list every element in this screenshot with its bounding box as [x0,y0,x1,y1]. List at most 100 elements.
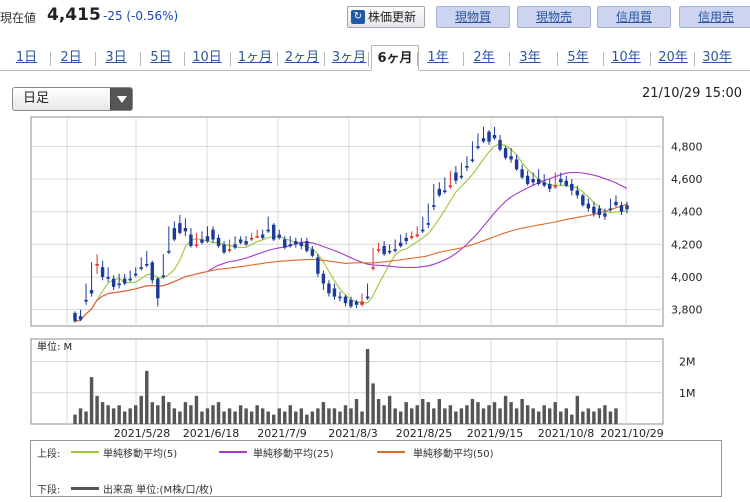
volume-bar [150,402,154,424]
candle-body [260,234,265,238]
date-tick-label: 2021/10/8 [538,427,594,440]
volume-bar [415,405,419,424]
volume-bar [570,414,574,424]
volume-bar [277,408,281,424]
chart-datetime: 21/10/29 15:00 [642,86,742,101]
tab-separator [650,52,651,66]
date-tick-label: 2021/8/3 [328,427,377,440]
price-tick-label: 4,400 [671,206,703,219]
volume-bar [84,411,88,424]
chevron-down-icon [110,88,132,110]
candle-body [619,205,624,212]
candle-body [310,249,315,256]
tab-3[interactable]: 5日 [150,50,172,65]
volume-bar [426,402,430,424]
tab-4[interactable]: 10日 [192,50,222,65]
volume-bar [365,349,370,424]
candle-body [161,275,166,278]
candle-body [222,244,226,253]
candle-body [305,241,309,251]
candle-body [249,237,254,240]
tab-separator [140,52,141,66]
candle-body [238,239,243,243]
cash-sell-button[interactable]: 現物売 [517,6,591,28]
legend-ma50-line [377,451,405,453]
volume-bar [227,408,232,424]
volume-bar [481,408,486,424]
volume-bar [498,408,502,424]
price-tick-label: 4,200 [671,238,703,251]
candle-body [404,237,408,242]
price-tick-label: 4,600 [671,173,703,186]
candle-body [410,236,414,238]
candle-body [106,277,110,279]
tab-10[interactable]: 2年 [473,50,495,65]
candle-body [349,299,353,307]
tab-13[interactable]: 10年 [611,50,641,65]
header: 現在値 4,415 -25 (-0.56%) ↻ 株価更新 現物買 現物売 信用… [0,0,750,34]
candle-body [167,250,171,253]
tab-2[interactable]: 3日 [105,50,127,65]
legend-ma50-label: 単純移動平均(50) [413,449,494,460]
tab-separator [557,52,558,66]
volume-tick-label: 1M [679,387,696,400]
tab-1[interactable]: 2日 [60,50,82,65]
tab-14[interactable]: 20年 [658,50,688,65]
volume-bar [354,399,359,424]
candle-body [592,206,596,214]
volume-bar [100,402,105,424]
volume-bar [89,377,94,424]
tab-separator [230,52,231,66]
candle-body [498,139,502,150]
tab-8[interactable]: 6ヶ月 [371,45,419,71]
candle-body [200,239,204,243]
tab-11[interactable]: 3年 [519,50,541,65]
volume-bar [586,408,591,424]
volume-bar [178,411,182,424]
tab-separator [694,52,695,66]
candle-body [78,316,83,320]
tab-5[interactable]: 1ヶ月 [237,50,273,65]
interval-select[interactable]: 日足 [12,87,133,111]
candle-body [205,236,210,242]
volume-bar [255,405,259,424]
candle-body [443,190,447,193]
tab-9[interactable]: 1年 [427,50,449,65]
legend-volume-label: 出来高 単位:(M株/口/枚) [103,485,213,496]
volume-bar [603,405,607,424]
price-tick-label: 4,800 [671,140,703,153]
candle-body [426,223,430,225]
volume-bar [73,414,77,424]
candle-body [343,296,348,304]
volume-bar [542,405,546,424]
volume-bar [553,402,557,424]
price-change: -25 (-0.56%) [103,9,179,23]
volume-unit-label: 単位: M [37,340,72,353]
price-label: 現在値 [0,11,37,25]
volume-tick-label: 2M [679,356,696,369]
tab-separator [324,52,325,66]
tab-12[interactable]: 5年 [567,50,589,65]
tab-0[interactable]: 1日 [15,50,38,65]
candle-body [625,205,629,210]
tab-6[interactable]: 2ヶ月 [284,50,320,65]
volume-bar [128,408,132,424]
date-tick-label: 2021/8/25 [396,427,452,440]
legend-ma5-label: 単純移動平均(5) [103,449,178,460]
candle-body [111,278,116,287]
candle-body [89,290,94,294]
margin-sell-button[interactable]: 信用売 [679,6,750,28]
volume-bar [283,411,287,424]
tab-15[interactable]: 30年 [702,50,732,65]
volume-bar [548,408,552,424]
cash-buy-button[interactable]: 現物買 [436,6,510,28]
candle-body [294,241,298,245]
refresh-price-button[interactable]: ↻ 株価更新 [347,6,425,28]
margin-buy-button[interactable]: 信用買 [597,6,671,28]
candle-body [465,165,469,168]
volume-bar [597,408,602,424]
volume-bar [398,411,403,424]
candle-body [272,224,276,240]
candle-body [548,183,552,189]
tab-7[interactable]: 3ヶ月 [331,50,367,65]
